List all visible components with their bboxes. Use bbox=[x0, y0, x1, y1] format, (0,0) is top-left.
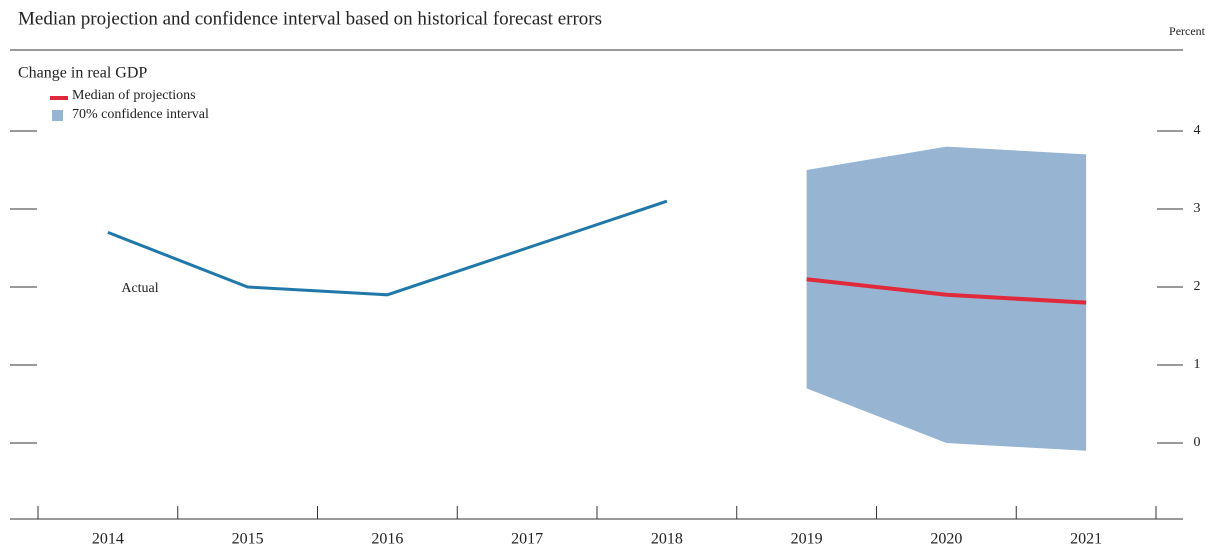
y-tick-label: 4 bbox=[1194, 123, 1201, 138]
y-tick-label: 3 bbox=[1194, 201, 1201, 216]
chart-title: Median projection and confidence interva… bbox=[18, 8, 602, 29]
x-tick-label: 2020 bbox=[930, 531, 962, 548]
x-tick-label: 2015 bbox=[232, 531, 264, 548]
subtitle: Change in real GDP bbox=[18, 65, 147, 82]
legend-label: 70% confidence interval bbox=[72, 107, 209, 122]
y-tick-label: 1 bbox=[1194, 357, 1201, 372]
x-tick-label: 2019 bbox=[791, 531, 823, 548]
legend-swatch bbox=[52, 110, 63, 121]
actual-line bbox=[107, 199, 668, 297]
median-line bbox=[806, 277, 1087, 305]
x-tick-label: 2016 bbox=[371, 531, 403, 548]
x-tick-label: 2021 bbox=[1070, 531, 1102, 548]
annotation: Actual bbox=[121, 281, 158, 296]
y-tick-label: 2 bbox=[1194, 279, 1201, 294]
x-tick-label: 2014 bbox=[92, 531, 124, 548]
y-tick-label: 0 bbox=[1194, 435, 1201, 450]
x-tick-label: 2018 bbox=[651, 531, 683, 548]
confidence-band bbox=[806, 146, 1087, 451]
legend-label: Median of projections bbox=[72, 88, 196, 103]
y-unit: Percent bbox=[1169, 24, 1206, 38]
x-tick-label: 2017 bbox=[511, 531, 543, 548]
